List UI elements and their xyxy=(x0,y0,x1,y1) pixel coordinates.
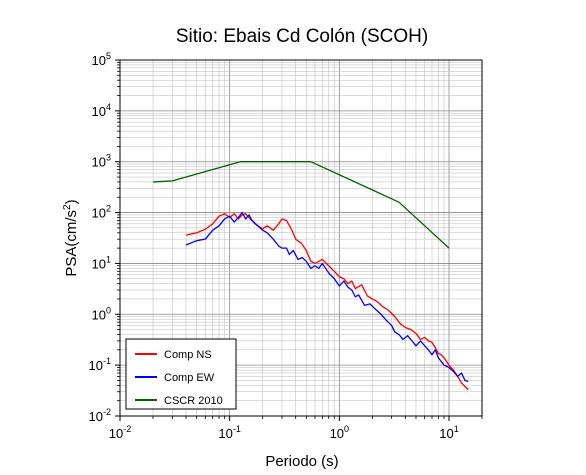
y-tick-label: 100 xyxy=(92,305,111,322)
y-axis-label-superscript: 2 xyxy=(62,204,73,210)
chart-title: Sitio: Ebais Cd Colón (SCOH) xyxy=(176,26,428,47)
legend: Comp NS Comp EW CSCR 2010 xyxy=(125,338,237,410)
x-tick-base: 10 xyxy=(330,426,344,441)
y-tick-label: 102 xyxy=(92,204,111,221)
y-tick-base: 10 xyxy=(92,307,106,322)
y-tick-exponent: 5 xyxy=(106,51,111,61)
y-tick-label: 10-2 xyxy=(89,407,111,424)
y-tick-label: 103 xyxy=(92,153,111,170)
legend-label: Comp EW xyxy=(164,372,215,384)
y-tick-base: 10 xyxy=(92,104,106,119)
legend-label: CSCR 2010 xyxy=(164,395,223,407)
y-tick-exponent: 4 xyxy=(106,102,111,112)
x-tick-exponent: 0 xyxy=(344,424,349,434)
x-tick-base: 10 xyxy=(109,426,123,441)
y-tick-base: 10 xyxy=(89,358,103,373)
x-tick-base: 10 xyxy=(218,426,232,441)
y-tick-base: 10 xyxy=(92,256,106,271)
legend-label: Comp NS xyxy=(164,349,212,361)
y-tick-exponent: 1 xyxy=(106,254,111,264)
y-tick-label: 105 xyxy=(92,51,111,68)
y-axis-label-main: PSA(cm/s xyxy=(63,210,80,277)
x-tick-base: 10 xyxy=(439,426,453,441)
y-tick-base: 10 xyxy=(89,409,103,424)
y-tick-label: 10-1 xyxy=(89,356,111,373)
x-tick-exponent: 1 xyxy=(454,424,459,434)
y-tick-base: 10 xyxy=(92,155,106,170)
plot-frame xyxy=(119,59,483,417)
y-tick-exponent: 0 xyxy=(106,305,111,315)
x-tick-label: 100 xyxy=(330,424,349,441)
x-axis-label: Periodo (s) xyxy=(265,453,338,470)
x-tick-exponent: -2 xyxy=(123,424,131,434)
y-tick-base: 10 xyxy=(92,53,106,68)
series-line-cscr-2010 xyxy=(152,161,450,249)
x-tick-label: 10-2 xyxy=(109,424,131,441)
x-axis-ticks: 10-2 10-1 100 101 xyxy=(109,416,483,441)
legend-box xyxy=(125,338,237,410)
series-line-comp-ew xyxy=(185,211,469,382)
y-axis-label: PSA(cm/s2) xyxy=(62,199,80,276)
y-axis-label-close: ) xyxy=(63,199,80,204)
y-tick-exponent: -1 xyxy=(103,356,111,366)
y-tick-base: 10 xyxy=(92,206,106,221)
series-layer xyxy=(152,161,469,391)
x-tick-label: 10-1 xyxy=(218,424,240,441)
x-tick-label: 101 xyxy=(439,424,458,441)
y-tick-label: 101 xyxy=(92,254,111,271)
y-tick-exponent: 2 xyxy=(106,204,111,214)
x-tick-exponent: -1 xyxy=(233,424,241,434)
y-tick-label: 104 xyxy=(92,102,111,119)
y-tick-exponent: 3 xyxy=(106,153,111,163)
series-line-comp-ns xyxy=(185,213,469,391)
y-tick-exponent: -2 xyxy=(103,407,111,417)
